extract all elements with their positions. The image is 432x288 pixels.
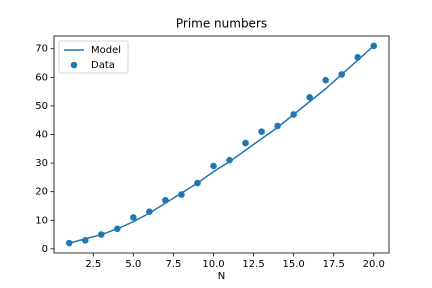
data-point bbox=[306, 94, 313, 101]
data-point bbox=[370, 42, 378, 50]
y-tick-label: 40 bbox=[35, 129, 48, 140]
data-point bbox=[242, 139, 249, 147]
data-point bbox=[274, 122, 281, 130]
legend-label: Data bbox=[91, 60, 115, 71]
x-tick-label: 20.0 bbox=[363, 259, 385, 270]
y-tick-label: 60 bbox=[35, 72, 48, 83]
data-point bbox=[290, 111, 297, 118]
y-tick-label: 30 bbox=[35, 158, 48, 169]
x-tick-label: 7.5 bbox=[165, 259, 181, 270]
data-point bbox=[194, 179, 201, 187]
data-point bbox=[178, 191, 185, 198]
legend-label: Model bbox=[91, 45, 121, 56]
data-point bbox=[258, 128, 265, 135]
data-point bbox=[81, 236, 89, 244]
data-point bbox=[65, 239, 73, 247]
plot-frame bbox=[53, 35, 390, 254]
y-tick-label: 70 bbox=[35, 44, 48, 55]
y-tick-label: 50 bbox=[35, 101, 48, 112]
y-tick-label: 0 bbox=[42, 244, 48, 255]
chart-title: Prime numbers bbox=[176, 17, 267, 31]
data-point bbox=[97, 231, 105, 238]
data-point bbox=[226, 156, 233, 164]
legend-swatch bbox=[70, 61, 78, 69]
data-point bbox=[338, 71, 346, 78]
model-line bbox=[69, 45, 375, 244]
x-tick-label: 2.5 bbox=[85, 259, 101, 270]
y-tick-label: 20 bbox=[35, 187, 48, 198]
data-point bbox=[322, 76, 329, 84]
x-tick-label: 12.5 bbox=[242, 259, 264, 270]
data-point bbox=[162, 196, 169, 204]
x-axis-label: N bbox=[218, 271, 225, 282]
data-point bbox=[114, 225, 121, 233]
data-point bbox=[210, 162, 217, 170]
y-tick-label: 10 bbox=[35, 215, 48, 226]
x-tick-label: 5.0 bbox=[125, 259, 141, 270]
data-point bbox=[146, 208, 153, 215]
x-tick-label: 17.5 bbox=[323, 259, 345, 270]
x-tick-label: 10.0 bbox=[202, 259, 224, 270]
data-point bbox=[130, 214, 137, 221]
x-tick-label: 15.0 bbox=[282, 259, 304, 270]
data-point bbox=[354, 53, 362, 61]
